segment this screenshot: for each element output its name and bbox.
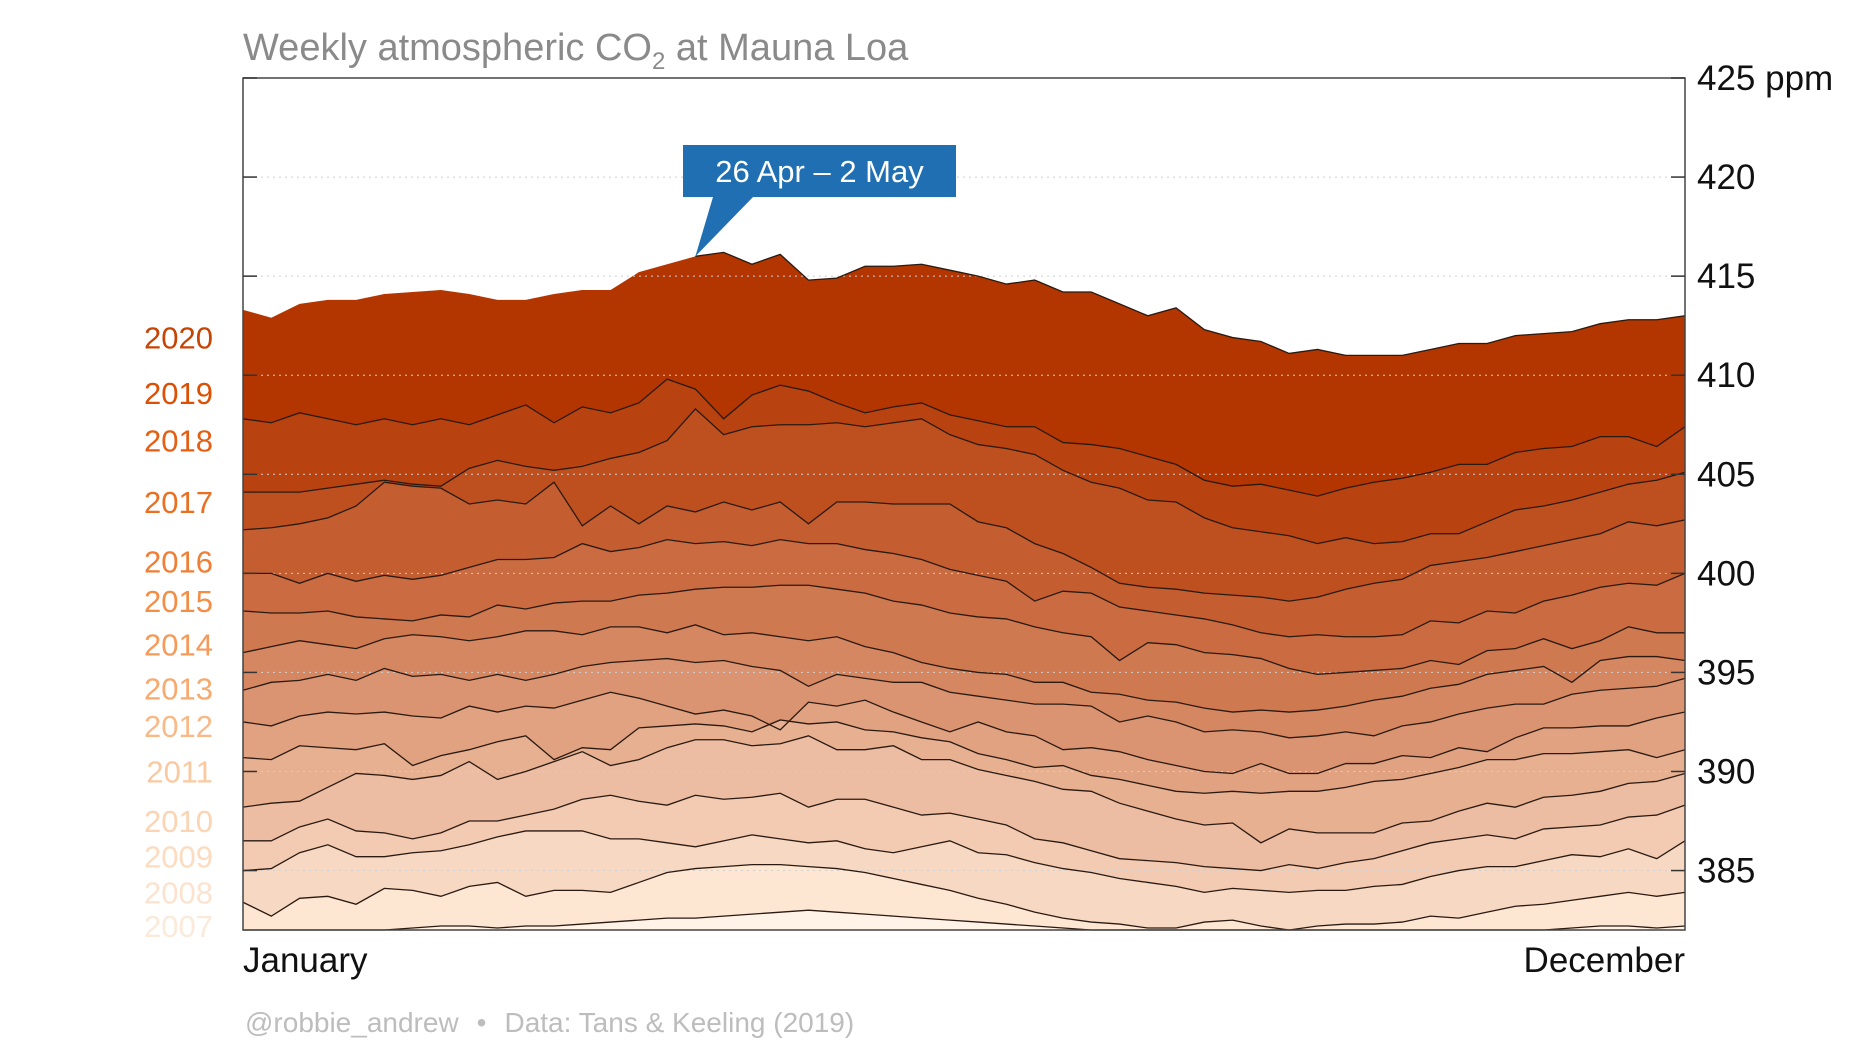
- series-line-2020-top: [695, 251, 1686, 357]
- y-tick-label-395: 395: [1697, 653, 1755, 692]
- x-axis-end-label: December: [1524, 941, 1686, 980]
- chart-title: Weekly atmospheric CO2 at Mauna Loa: [243, 27, 909, 75]
- series-line-2016: [242, 584, 1685, 676]
- series-line-2011: [242, 735, 1686, 844]
- annotation-label: 26 Apr – 2 May: [715, 154, 924, 189]
- series-line-2013: [242, 691, 1686, 775]
- series-line-2017: [243, 539, 1686, 638]
- y-axis-ticks: 385 390 395 400 405 410 415 420 425 ppm: [243, 59, 1833, 891]
- year-label-2011: 2011: [146, 754, 213, 789]
- y-tick-label-410: 410: [1697, 356, 1755, 395]
- annotation-callout: [683, 145, 956, 257]
- y-tick-label-420: 420: [1697, 158, 1755, 197]
- y-tick-label-425: 425 ppm: [1697, 59, 1833, 98]
- y-tick-label-390: 390: [1697, 752, 1755, 791]
- year-label-2013: 2013: [144, 671, 213, 706]
- year-label-2015: 2015: [144, 584, 213, 619]
- x-axis-start-label: January: [243, 941, 368, 980]
- year-label-2016: 2016: [144, 544, 213, 579]
- gridlines: [243, 176, 1685, 872]
- y-tick-label-400: 400: [1697, 554, 1755, 593]
- series-line-2015: [242, 624, 1686, 713]
- year-label-2009: 2009: [144, 840, 213, 875]
- year-label-2020: 2020: [144, 321, 213, 356]
- year-label-2019: 2019: [144, 376, 213, 411]
- area-layers: [243, 252, 1685, 930]
- series-line-2010: [243, 792, 1686, 872]
- date-annotation: 26 Apr – 2 May: [683, 145, 956, 257]
- series-line-2014: [242, 657, 1686, 739]
- year-label-2014: 2014: [144, 628, 213, 663]
- y-tick-label-415: 415: [1697, 257, 1755, 296]
- year-label-2010: 2010: [144, 804, 213, 839]
- footer-handle: @robbie_andrew: [245, 1007, 459, 1038]
- series-line-2009: [242, 830, 1686, 894]
- series-line-2008: [242, 863, 1686, 931]
- footer-bullet-icon: •: [477, 1007, 487, 1038]
- plot-frame: [242, 77, 1686, 931]
- year-label-2012: 2012: [144, 709, 213, 744]
- series-line-2019: [243, 407, 1686, 545]
- y-tick-label-385: 385: [1697, 852, 1755, 891]
- y-tick-label-405: 405: [1697, 455, 1755, 494]
- series-line-2012: [242, 719, 1686, 794]
- year-label-2017: 2017: [144, 485, 213, 520]
- year-label-2018: 2018: [144, 424, 213, 459]
- year-label-2008: 2008: [144, 875, 213, 910]
- series-line-2020: [242, 378, 1686, 497]
- series-line-2018: [242, 481, 1686, 602]
- area-2007: [243, 864, 1685, 930]
- series-lines: [242, 251, 1686, 931]
- footer-source: Data: Tans & Keeling (2019): [504, 1007, 854, 1038]
- area-base: [243, 910, 1685, 930]
- footer-credit: @robbie_andrew • Data: Tans & Keeling (201…: [245, 1007, 854, 1038]
- year-label-2007: 2007: [144, 909, 213, 944]
